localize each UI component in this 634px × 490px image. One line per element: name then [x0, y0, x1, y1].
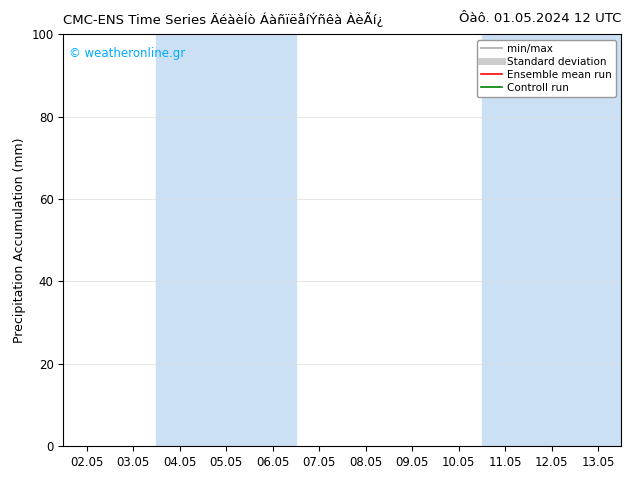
Bar	[157, 34, 296, 446]
Legend: min/max, Standard deviation, Ensemble mean run, Controll run: min/max, Standard deviation, Ensemble me…	[477, 40, 616, 97]
Y-axis label: Precipitation Accumulation (mm): Precipitation Accumulation (mm)	[13, 137, 26, 343]
Text: CMC-ENS Time Series ÄéàèÍò ÁàñïëåíÝñêà ÀèÃí¿: CMC-ENS Time Series ÄéàèÍò ÁàñïëåíÝñêà À…	[63, 12, 384, 27]
Bar	[482, 34, 621, 446]
Text: © weatheronline.gr: © weatheronline.gr	[69, 47, 185, 60]
Text: Ôàô. 01.05.2024 12 UTC: Ôàô. 01.05.2024 12 UTC	[459, 12, 621, 25]
